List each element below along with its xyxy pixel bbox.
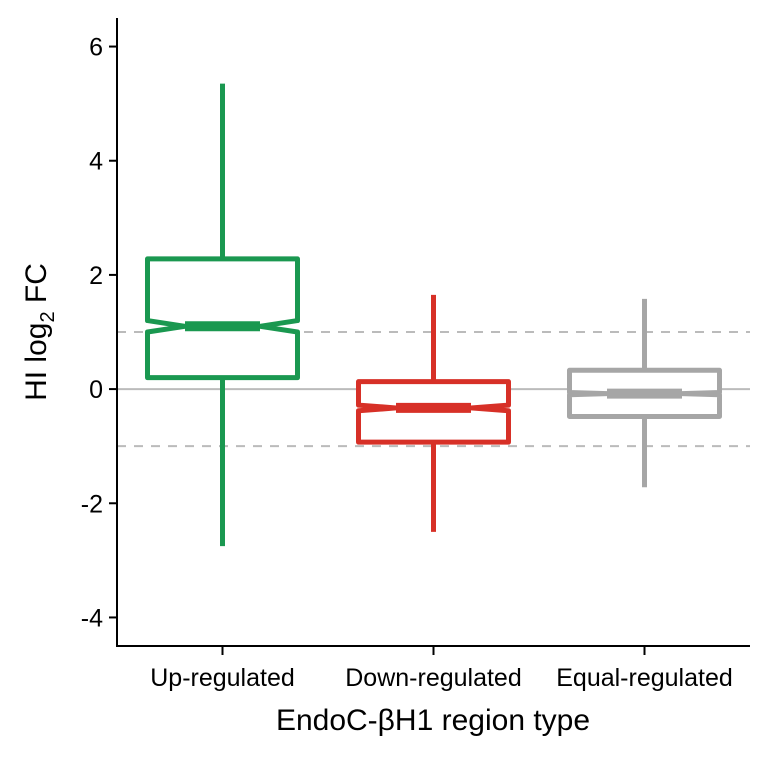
- y-tick-label: 4: [89, 148, 103, 176]
- y-ticks: -4 -2 0 2 4 6: [81, 34, 117, 632]
- y-tick-label: 6: [89, 34, 103, 62]
- box-body: [145, 256, 300, 381]
- y-tick-label: 0: [89, 376, 103, 404]
- x-tick-label: Up-regulated: [150, 664, 295, 692]
- x-axis-title: EndoC-βH1 region type: [276, 704, 590, 737]
- y-axis-title: HI log2 FC: [20, 263, 59, 401]
- box-equal-regulated: [567, 298, 722, 488]
- boxes-layer: [145, 83, 722, 547]
- y-axis-title-tail: FC: [20, 263, 53, 311]
- y-axis-title-subscript: 2: [37, 311, 59, 322]
- x-tick-label: Equal-regulated: [556, 664, 733, 692]
- x-tick-label: Down-regulated: [345, 664, 522, 692]
- y-tick-label: -2: [81, 490, 103, 518]
- y-tick-label: -4: [81, 604, 103, 632]
- box-down-regulated: [356, 294, 511, 532]
- y-axis-title-main: HI log: [20, 323, 53, 401]
- x-ticks: Up-regulated Down-regulated Equal-regulate…: [150, 646, 733, 692]
- box-up-regulated: [145, 83, 300, 547]
- y-tick-label: 2: [89, 262, 103, 290]
